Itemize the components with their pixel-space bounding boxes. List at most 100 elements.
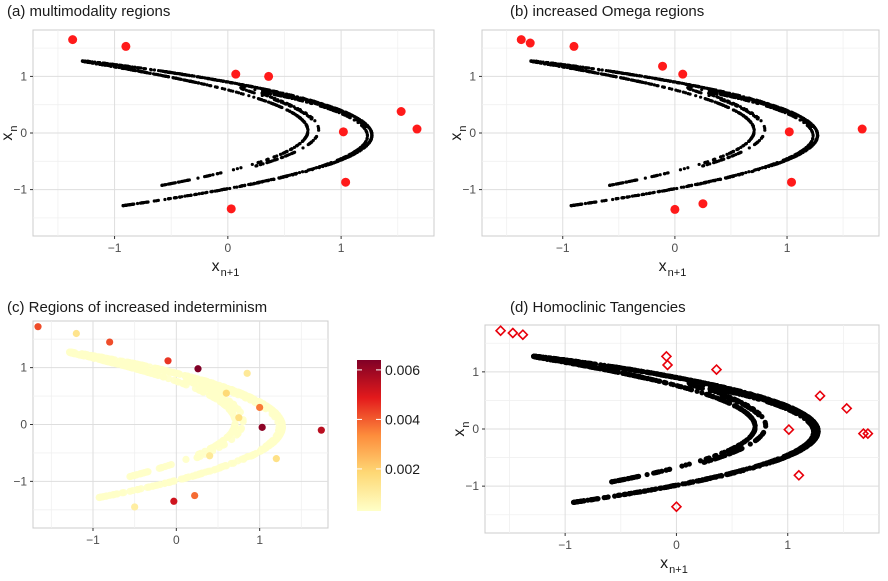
indeterminism-point: [237, 424, 246, 432]
attractor-point: [280, 155, 284, 160]
indeterminism-point: [256, 403, 264, 412]
attractor-point: [125, 67, 129, 71]
attractor-point: [247, 94, 251, 98]
attractor-point: [174, 76, 178, 80]
panel-a: (a) multimodality regions −1 0 1 −1 0 1 xn+1 xn: [0, 0, 444, 290]
attractor-point: [219, 79, 224, 83]
data-layer: [68, 35, 422, 214]
attractor-point: [277, 176, 281, 180]
indeterminism-point: [272, 455, 280, 463]
highlight-point: [341, 177, 351, 187]
attractor-point: [752, 438, 759, 444]
attractor-point: [707, 92, 712, 96]
indeterminism-point: [159, 373, 167, 381]
attractor-point: [279, 94, 283, 98]
attractor-point: [622, 371, 629, 377]
attractor-point: [712, 94, 716, 98]
attractor-point: [700, 87, 704, 92]
highlight-point: [396, 106, 406, 116]
indeterminism-point: [238, 455, 246, 463]
attractor-point: [644, 369, 651, 375]
attractor-point: [650, 175, 654, 179]
attractor-point: [285, 149, 289, 153]
y-tick-label: −1: [13, 474, 27, 488]
attractor-point: [678, 168, 683, 172]
attractor-point: [679, 185, 684, 189]
attractor-point: [636, 79, 640, 83]
attractor-point: [742, 402, 748, 409]
attractor-point: [166, 197, 171, 201]
attractor-point: [282, 94, 286, 99]
indeterminism-point: [182, 455, 190, 464]
attractor-point: [290, 111, 295, 115]
attractor-point: [665, 171, 669, 175]
attractor-point: [196, 75, 200, 79]
attractor-point: [647, 81, 651, 86]
colorbar: [357, 360, 381, 511]
attractor-point: [652, 83, 656, 87]
attractor-point: [156, 68, 161, 73]
attractor-point: [712, 161, 716, 165]
indeterminism-point: [155, 464, 163, 472]
attractor-point: [796, 114, 801, 118]
y-tick-label: 0: [20, 418, 27, 432]
x-axis-title: xn+1: [212, 258, 240, 279]
indeterminism-point: [258, 423, 266, 431]
indeterminism-point: [126, 487, 134, 495]
attractor-point: [275, 154, 279, 158]
attractor-point: [215, 85, 219, 89]
attractor-point: [637, 193, 641, 197]
attractor-point: [235, 167, 239, 171]
attractor-point: [347, 113, 352, 118]
attractor-point: [725, 152, 729, 157]
attractor-point: [192, 80, 196, 84]
attractor-point: [738, 399, 745, 406]
highlight-point: [658, 61, 668, 71]
indeterminism-point: [222, 389, 230, 397]
attractor-point: [309, 141, 313, 145]
indeterminism-point: [142, 368, 150, 376]
attractor-point: [703, 161, 707, 165]
attractor-point: [788, 157, 792, 161]
indeterminism-point: [193, 453, 202, 461]
attractor-point: [760, 396, 766, 402]
highlight-point: [670, 204, 680, 214]
attractor-point: [124, 64, 129, 68]
attractor-point: [758, 99, 762, 103]
attractor-point: [244, 88, 248, 92]
attractor-point: [726, 94, 730, 98]
attractor-point: [631, 490, 637, 496]
attractor-point: [643, 176, 647, 180]
attractor-point: [720, 89, 724, 94]
attractor-point: [363, 140, 368, 144]
attractor-point: [220, 188, 224, 192]
attractor-point: [199, 81, 203, 86]
attractor-point: [166, 182, 171, 186]
indeterminism-point: [231, 387, 239, 395]
attractor-point: [279, 99, 283, 103]
attractor-point: [578, 202, 582, 206]
attractor-point: [560, 62, 564, 67]
attractor-point: [600, 68, 604, 72]
attractor-point: [811, 143, 815, 147]
attractor-point: [299, 99, 304, 103]
attractor-point: [734, 109, 738, 113]
attractor-point: [239, 166, 243, 170]
attractor-point: [300, 118, 304, 122]
attractor-point: [336, 107, 340, 111]
attractor-point: [194, 192, 198, 196]
attractor-point: [750, 169, 754, 174]
attractor-point: [761, 165, 765, 170]
attractor-point: [689, 86, 693, 90]
attractor-point: [741, 144, 745, 148]
attractor-point: [569, 204, 573, 208]
attractor-point: [635, 74, 639, 78]
attractor-point: [719, 158, 723, 162]
attractor-point: [171, 75, 175, 80]
attractor-point: [811, 136, 815, 141]
attractor-point: [342, 157, 346, 161]
attractor-point: [746, 118, 750, 122]
